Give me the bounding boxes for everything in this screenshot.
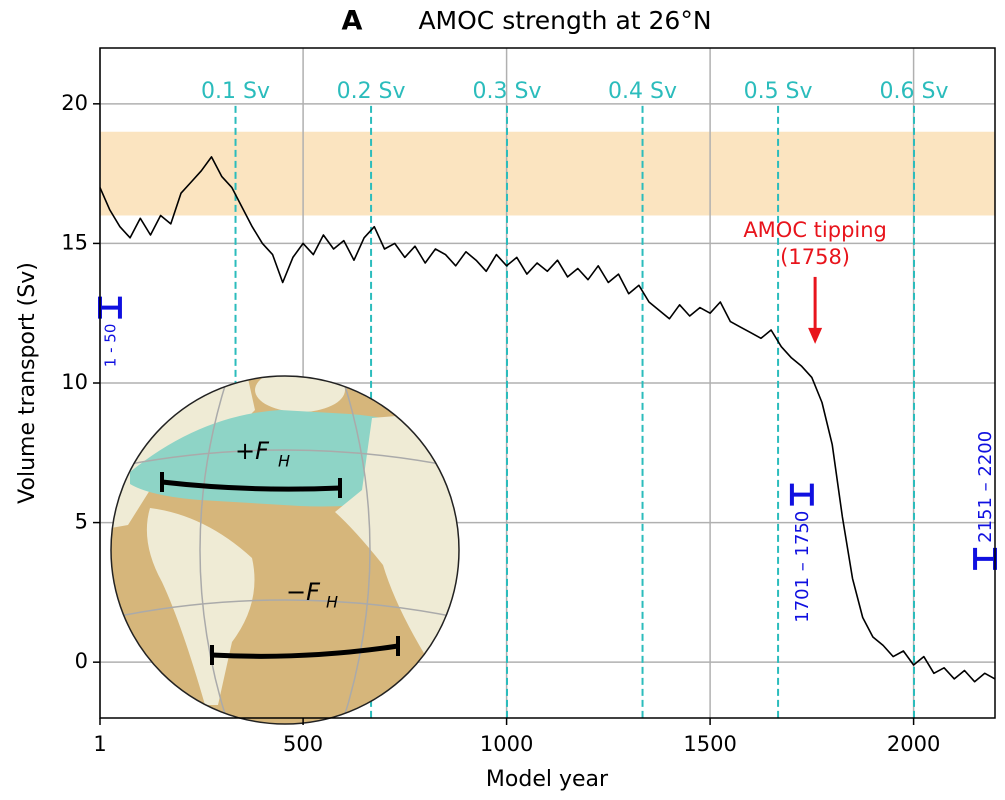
chart-title: AMOC strength at 26°N	[418, 6, 711, 35]
x-tick-label: 1	[93, 732, 106, 756]
annotation-text: AMOC tipping	[743, 218, 887, 242]
observed-range-band	[100, 131, 995, 216]
y-tick-label: 0	[75, 649, 88, 673]
land	[255, 376, 345, 412]
y-tick-label: 20	[61, 91, 88, 115]
reference-label: 0.1 Sv	[201, 79, 270, 104]
globe-inset: +F H −F H	[110, 375, 460, 725]
x-tick-label: 1000	[480, 732, 533, 756]
section-north	[161, 479, 341, 492]
annotation-text: (1758)	[780, 245, 850, 269]
reference-label: 0.5 Sv	[744, 79, 813, 104]
y-tick-label: 15	[61, 230, 88, 254]
interval-bar	[973, 547, 997, 570]
y-axis-label: Volume transport (Sv)	[15, 262, 40, 504]
interval-label: 1 - 50	[101, 324, 119, 368]
annotation-arrowhead	[808, 327, 823, 344]
land	[335, 410, 459, 655]
globe-rim	[110, 375, 460, 725]
y-tick-label: 10	[61, 370, 88, 394]
reference-label: 0.6 Sv	[880, 79, 949, 104]
interval-bar	[789, 483, 814, 506]
section-south	[211, 643, 399, 659]
reference-label: 0.2 Sv	[337, 79, 406, 104]
interval-label: 2151 – 2200	[975, 431, 996, 543]
flux-south-sub: H	[326, 593, 338, 612]
reference-label: 0.4 Sv	[608, 79, 677, 104]
plot-frame	[99, 47, 996, 719]
x-tick-label: 500	[283, 732, 323, 756]
y-tick-label: 5	[75, 510, 88, 534]
x-tick-label: 1500	[683, 732, 736, 756]
flux-north: +F	[235, 437, 270, 465]
panel-label: A	[342, 6, 363, 37]
interval-label: 1701 – 1750	[792, 511, 813, 623]
amoc-line	[99, 156, 996, 683]
x-tick-label: 2000	[887, 732, 940, 756]
x-axis-label: Model year	[486, 767, 609, 792]
interval-bar	[98, 296, 122, 319]
globe-graticule	[111, 376, 459, 724]
reference-label: 0.3 Sv	[473, 79, 542, 104]
flux-south: −F	[286, 578, 321, 606]
section-ends	[160, 472, 400, 665]
flux-north-sub: H	[278, 452, 290, 471]
